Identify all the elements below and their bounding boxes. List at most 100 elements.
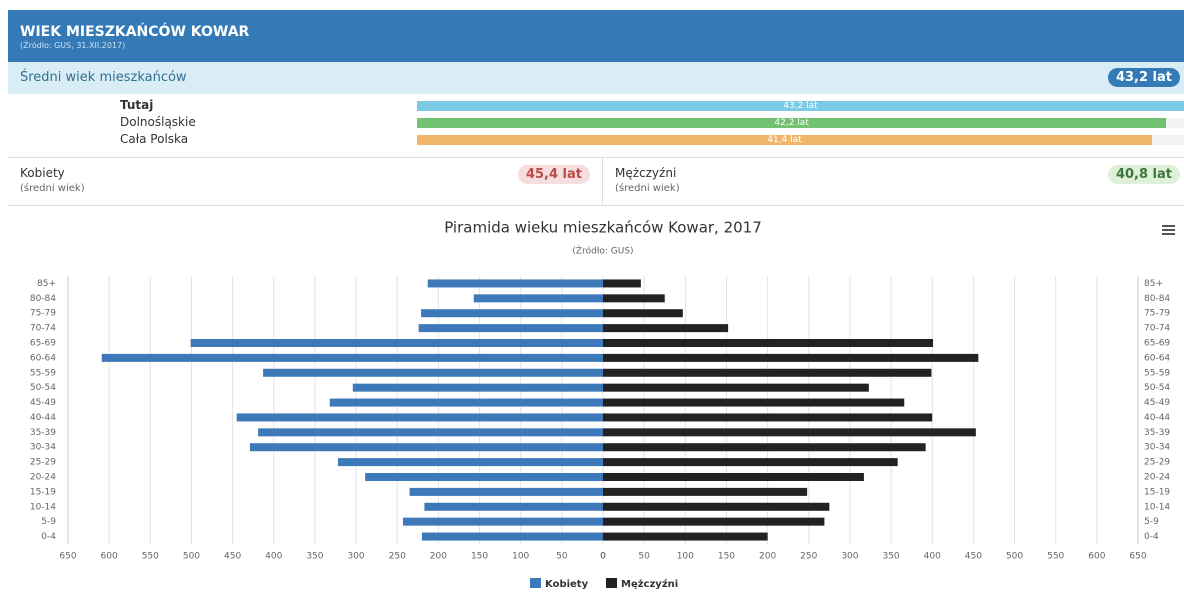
x-tick-label: 450 [224,552,241,562]
legend-label: Mężczyźni [621,578,678,590]
x-tick-label: 450 [965,552,982,562]
bar [263,368,603,377]
x-tick-label: 350 [882,552,899,562]
comparison: Tutaj 43,2 lat Dolnośląskie 42,2 lat Cała Po… [8,94,1184,158]
y-tick-label: 5-9 [41,517,56,527]
y-tick-label: 85+ [1144,279,1163,289]
comparison-bar: 43,2 lat [417,101,1184,111]
x-tick-label: 50 [556,552,568,562]
y-tick-label: 5-9 [1144,517,1159,527]
x-tick-label: 600 [101,552,118,562]
bar [603,532,768,541]
comparison-track: 42,2 lat [417,118,1184,128]
y-tick-label: 25-29 [30,458,56,468]
bar [249,443,603,452]
y-tick-label: 65-69 [30,339,56,349]
x-tick-label: 100 [677,552,694,562]
y-tick-label: 15-19 [30,487,56,497]
x-tick-label: 650 [1129,552,1146,562]
bar [603,383,869,392]
average-row: Średni wiek mieszkańców 43,2 lat [8,62,1184,94]
y-tick-label: 45-49 [1144,398,1170,408]
y-tick-label: 80-84 [30,294,56,304]
y-tick-label: 55-59 [30,368,56,378]
y-tick-label: 75-79 [1144,309,1170,319]
y-tick-label: 0-4 [1144,532,1159,542]
bar [603,502,830,511]
bar [473,294,603,303]
y-tick-label: 65-69 [1144,339,1170,349]
average-label: Średni wiek mieszkańców [20,70,187,85]
legend-label: Kobiety [545,579,589,590]
average-badge: 43,2 lat [1107,68,1180,87]
y-tick-label: 30-34 [1144,443,1170,453]
bar [603,458,898,467]
y-tick-label: 50-54 [1144,383,1170,393]
bar [603,443,926,452]
x-tick-label: 400 [265,552,282,562]
chart-title: Piramida wieku mieszkańców Kowar, 2017 [444,219,762,237]
x-tick-label: 0 [600,552,606,562]
x-tick-label: 200 [759,552,776,562]
x-tick-label: 200 [430,552,447,562]
x-tick-label: 550 [142,552,159,562]
y-tick-label: 45-49 [30,398,56,408]
x-tick-label: 250 [389,552,406,562]
comparison-name: Dolnośląskie [120,115,196,129]
bar [603,428,976,437]
header-title: WIEK MIESZKAŃCÓW KOWAR [20,24,250,40]
bar [352,383,603,392]
x-tick-label: 250 [800,552,817,562]
bar [603,517,825,526]
gender-badge: 45,4 lat [517,165,590,184]
y-tick-label: 20-24 [1144,473,1170,483]
y-tick-label: 35-39 [1144,428,1170,438]
x-tick-label: 300 [347,552,364,562]
bar [603,487,808,496]
legend-swatch [606,578,617,588]
y-tick-label: 35-39 [30,428,56,438]
x-tick-label: 500 [1006,552,1023,562]
x-tick-label: 400 [924,552,941,562]
bar [365,473,603,481]
y-tick-label: 70-74 [30,324,56,334]
y-tick-label: 20-24 [30,473,56,483]
bar [258,428,603,437]
gender-name: Kobiety [20,166,65,180]
bar [603,473,864,481]
gender-note: (średni wiek) [20,183,85,194]
y-tick-label: 50-54 [30,383,56,393]
x-tick-label: 500 [183,552,200,562]
x-tick-label: 100 [512,552,529,562]
x-tick-label: 550 [1047,552,1064,562]
bar [603,398,905,407]
chart-subtitle: (Źródło: GUS) [572,245,633,257]
comparison-track: 41,4 lat [417,135,1184,145]
y-tick-label: 80-84 [1144,294,1170,304]
y-tick-label: 0-4 [41,532,56,542]
gender-female: Kobiety (średni wiek) 45,4 lat [8,157,603,206]
gender-note: (średni wiek) [615,183,680,194]
bar [190,339,603,347]
bar [427,279,603,288]
bar [409,487,603,496]
bar [603,368,932,377]
y-tick-label: 75-79 [30,309,56,319]
header-source: (Źródło: GUS, 31.XII.2017) [20,41,126,50]
comparison-name: Cała Polska [120,132,189,146]
x-tick-label: 0 [600,552,606,562]
y-tick-label: 30-34 [30,443,56,453]
y-tick-label: 40-44 [30,413,56,423]
gender-name: Mężczyźni [615,166,677,180]
bar [101,353,603,362]
y-tick-label: 40-44 [1144,413,1170,423]
bar [603,309,683,318]
gender-badge: 40,8 lat [1107,165,1180,184]
x-tick-label: 350 [306,552,323,562]
chart: Piramida wieku mieszkańców Kowar, 2017 (… [30,219,1175,590]
menu-icon[interactable] [1162,225,1175,235]
bar [424,502,603,511]
bar [402,517,603,526]
y-tick-label: 15-19 [1144,487,1170,497]
